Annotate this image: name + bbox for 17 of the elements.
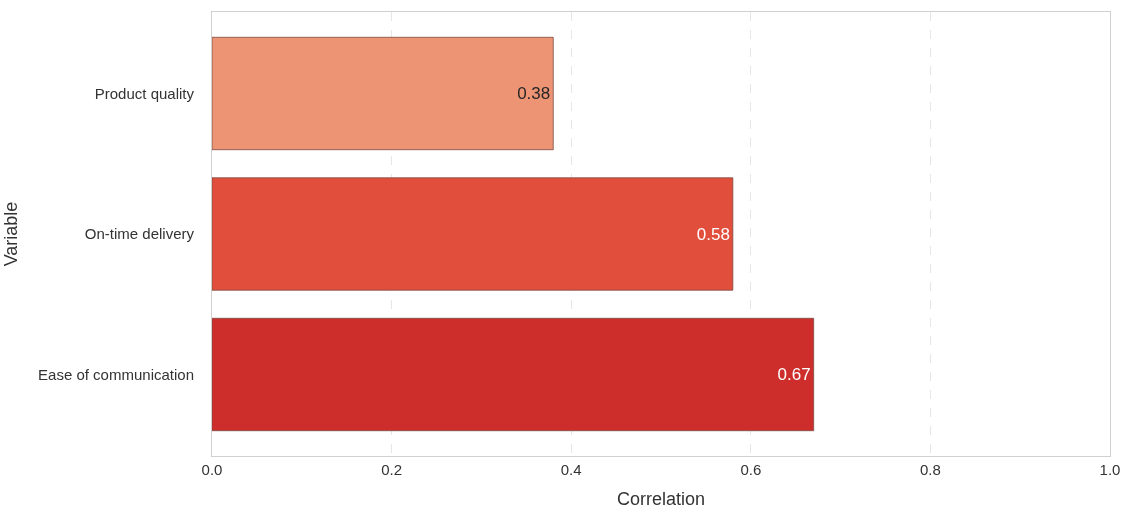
bar [212, 177, 734, 291]
x-tick-label: 1.0 [1099, 461, 1121, 478]
x-tick-label: 0.2 [381, 461, 403, 478]
data-label: 0.38 [517, 84, 551, 103]
x-tick-label: 0.8 [919, 461, 941, 478]
y-tick-label: Ease of communication [38, 365, 194, 383]
x-tick-label: 0.0 [201, 461, 223, 478]
y-axis-title: Variable [1, 201, 22, 267]
x-axis-title: Correlation [616, 489, 706, 510]
bar [212, 317, 815, 432]
bar [212, 36, 554, 151]
y-tick-label: On-time delivery [84, 225, 195, 243]
data-label: 0.58 [696, 224, 730, 244]
x-tick-label: 0.6 [740, 461, 762, 478]
y-tick-label: Product quality [94, 84, 195, 102]
data-label: 0.67 [777, 365, 811, 385]
x-tick-label: 0.4 [560, 461, 582, 478]
